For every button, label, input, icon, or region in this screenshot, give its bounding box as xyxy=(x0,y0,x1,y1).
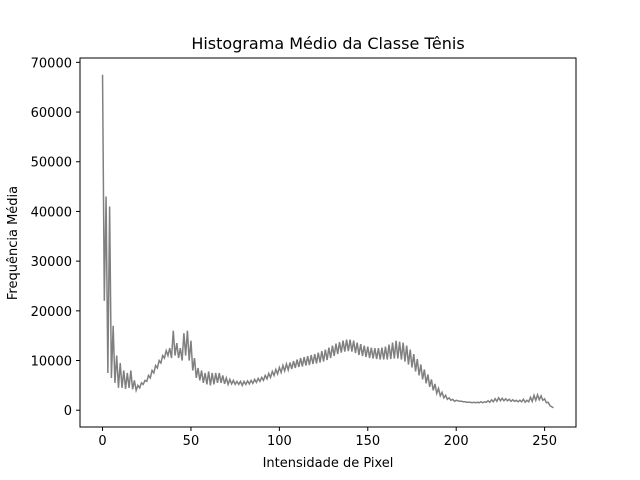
chart-title: Histograma Médio da Classe Tênis xyxy=(191,34,464,53)
y-tick-label: 40000 xyxy=(31,205,72,220)
y-axis-label: Frequência Média xyxy=(6,186,21,300)
y-tick-label: 10000 xyxy=(31,355,72,370)
x-tick-label: 150 xyxy=(355,434,380,449)
x-tick-label: 200 xyxy=(444,434,469,449)
plot-frame xyxy=(79,57,577,428)
x-axis-label: Intensidade de Pixel xyxy=(263,456,394,471)
y-tick-label: 20000 xyxy=(31,305,72,320)
y-tick-label: 60000 xyxy=(31,106,72,121)
x-tick-label: 100 xyxy=(267,434,292,449)
x-tick-label: 250 xyxy=(532,434,557,449)
x-tick-label: 0 xyxy=(98,434,106,449)
y-tick-label: 70000 xyxy=(31,56,72,71)
x-tick-label: 50 xyxy=(183,434,200,449)
y-tick-label: 50000 xyxy=(31,156,72,171)
y-tick-label: 30000 xyxy=(31,255,72,270)
y-tick-label: 0 xyxy=(64,404,72,419)
line xyxy=(101,74,554,409)
